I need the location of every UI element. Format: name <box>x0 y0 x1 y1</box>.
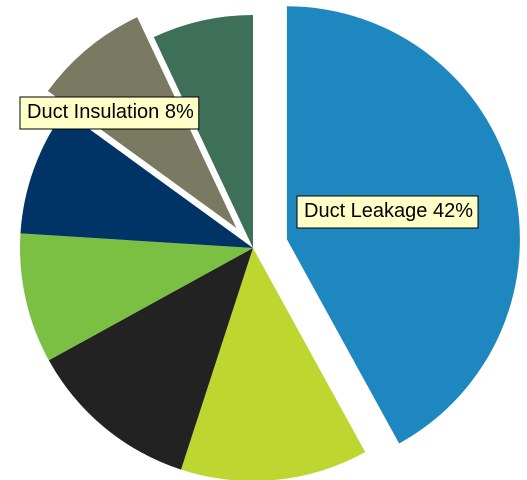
pie-slice <box>48 248 254 470</box>
label-text: Duct Leakage 42% <box>304 200 473 222</box>
label-box <box>296 195 479 229</box>
label-value: 42% <box>433 200 473 222</box>
slice-label: Duct Insulation 8% <box>19 96 200 130</box>
pie-slice <box>19 233 253 361</box>
pie-slice <box>153 14 253 248</box>
label-text: Duct Insulation 8% <box>27 101 194 123</box>
label-value: 8% <box>165 101 194 123</box>
label-category: Duct Insulation <box>27 101 159 123</box>
pie-slice <box>20 111 253 248</box>
slice-label: Duct Leakage 42% <box>296 195 479 229</box>
pie-slice <box>180 248 366 480</box>
label-box <box>19 96 200 130</box>
label-category: Duct Leakage <box>304 200 427 222</box>
